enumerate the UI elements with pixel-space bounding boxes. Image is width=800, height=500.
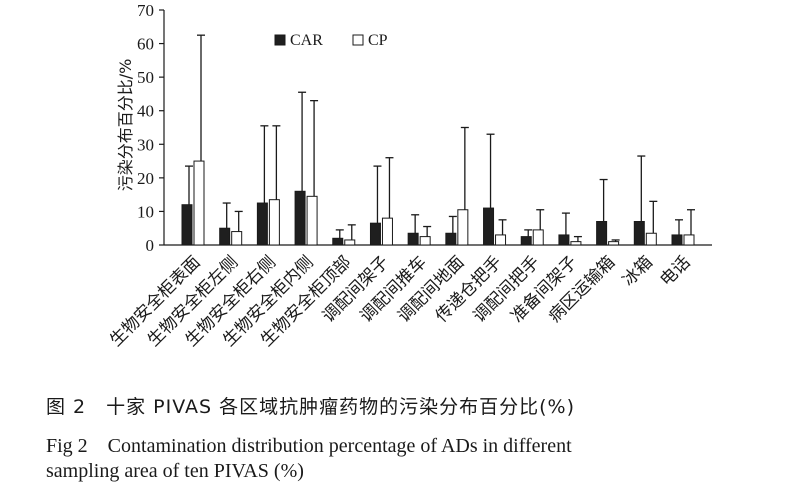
y-tick-label: 0 xyxy=(146,236,155,255)
bar-cp xyxy=(193,160,205,246)
legend-swatch-cp xyxy=(352,34,364,46)
bar-cp xyxy=(645,232,657,246)
figure-caption-english-line1: Fig 2 Contamination distribution percent… xyxy=(46,435,572,457)
y-tick-label: 30 xyxy=(137,135,154,154)
bar-car xyxy=(332,237,344,246)
bar-car xyxy=(181,204,193,246)
bar-cp xyxy=(683,234,695,246)
bar-car xyxy=(445,232,457,246)
bar-cp xyxy=(608,241,620,246)
bar-car xyxy=(671,234,683,246)
legend-swatch-car xyxy=(274,34,286,46)
bar-cp xyxy=(419,236,431,246)
bar-car xyxy=(483,207,495,246)
bar-cp xyxy=(457,209,469,246)
legend-label-cp: CP xyxy=(368,32,388,49)
bar-chart: 0 10 20 30 40 50 60 70 生物安全柜表面生物安全柜左侧生物安全柜右侧生物安… xyxy=(106,1,712,351)
bar-car xyxy=(596,221,608,246)
y-tick-label: 70 xyxy=(137,1,154,20)
x-tick-labels: 生物安全柜表面生物安全柜左侧生物安全柜右侧生物安全柜内侧生物安全柜顶部调配间架子… xyxy=(106,252,694,350)
bar-cp xyxy=(381,217,393,246)
bar-car xyxy=(558,234,570,246)
y-tick-label: 40 xyxy=(137,102,154,121)
bar-car xyxy=(520,236,532,246)
y-tick-label: 10 xyxy=(137,202,154,221)
x-tick-label: 电话 xyxy=(656,252,694,290)
bar-cp xyxy=(306,195,318,246)
figure-caption-english-line2: sampling area of ten PIVAS (%) xyxy=(46,460,304,482)
legend: CAR CP xyxy=(274,32,388,49)
bar-cp xyxy=(532,229,544,246)
bars xyxy=(181,34,695,246)
legend-label-car: CAR xyxy=(290,32,323,49)
bar-car xyxy=(294,190,306,246)
y-axis: 0 10 20 30 40 50 60 70 xyxy=(137,1,712,255)
y-tick-label: 60 xyxy=(137,35,154,54)
bar-car xyxy=(369,222,381,246)
bar-car xyxy=(219,227,231,246)
y-axis-label: 污染分布百分比/% xyxy=(116,59,135,192)
bar-car xyxy=(256,202,268,246)
bar-car xyxy=(407,232,419,246)
figure-caption-chinese: 图 2 十家 PIVAS 各区域抗肿瘤药物的污染分布百分比(%) xyxy=(46,396,575,418)
x-tick-label: 冰箱 xyxy=(619,252,657,290)
bar-cp xyxy=(268,199,280,246)
bar-cp xyxy=(495,234,507,246)
bar-car xyxy=(633,221,645,246)
bar-cp xyxy=(570,241,582,246)
bar-cp xyxy=(344,239,356,246)
y-tick-label: 20 xyxy=(137,169,154,188)
bar-cp xyxy=(231,231,243,246)
y-tick-label: 50 xyxy=(137,68,154,87)
